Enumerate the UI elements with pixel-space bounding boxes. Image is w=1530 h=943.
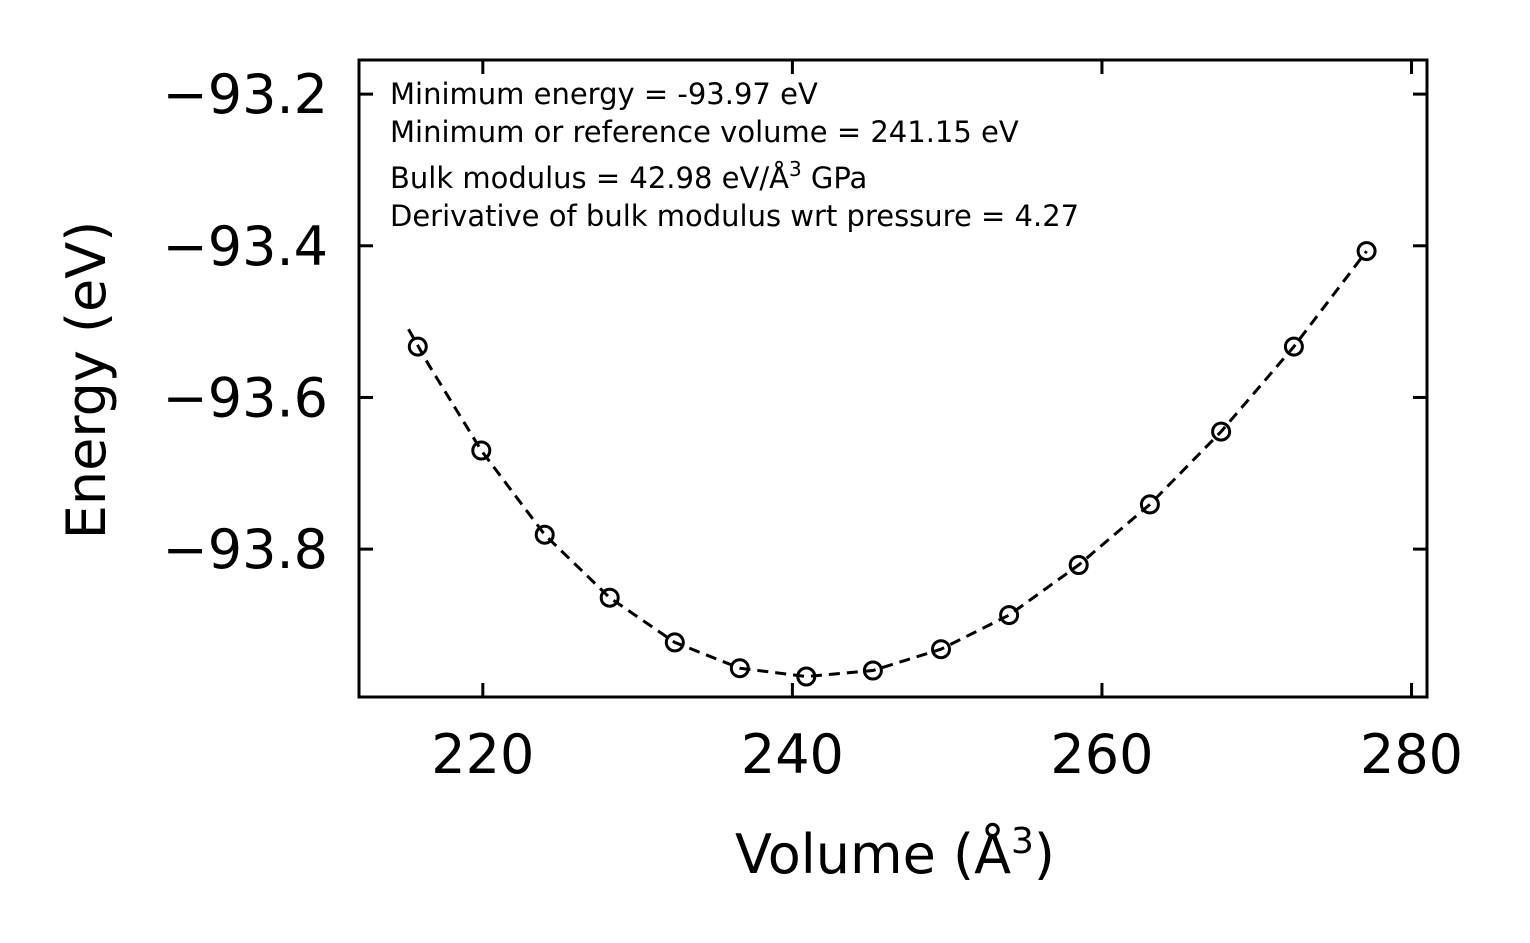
x-tick-label: 280 xyxy=(1360,723,1463,786)
data-point xyxy=(599,587,620,608)
data-point xyxy=(1211,421,1232,442)
x-tick-label: 220 xyxy=(431,723,534,786)
x-axis-label-text: Volume (Å xyxy=(735,822,1011,886)
fit-line xyxy=(407,250,1368,679)
y-axis-label: Energy (eV) xyxy=(55,221,118,540)
y-tick-label: −93.6 xyxy=(163,366,328,429)
y-tick-label: −93.2 xyxy=(163,63,328,126)
data-point xyxy=(999,605,1020,626)
x-axis-label: Volume (Å3) xyxy=(735,821,1055,886)
y-tick-label: −93.4 xyxy=(163,215,328,278)
data-points-layer xyxy=(407,241,1377,687)
data-point xyxy=(729,658,750,679)
annotation-bulk-derivative: Derivative of bulk modulus wrt pressure … xyxy=(390,199,1079,233)
annotation-bulk-modulus: Bulk modulus = 42.98 eV/Å3 GPa xyxy=(390,157,867,195)
fit-line-layer xyxy=(407,250,1368,679)
data-point xyxy=(407,336,428,357)
plot-frame xyxy=(357,58,1429,699)
x-axis-ticks: 220 240 260 280 xyxy=(431,60,1463,786)
y-axis-ticks: −93.2 −93.4 −93.6 −93.8 xyxy=(163,63,1427,581)
y-tick-label: −93.8 xyxy=(163,518,328,581)
data-point xyxy=(1356,241,1377,262)
bulk-modulus-superscript: 3 xyxy=(789,157,802,181)
annotation-min-energy: Minimum energy = -93.97 eV xyxy=(390,77,818,111)
bulk-modulus-text: Bulk modulus = 42.98 eV/Å xyxy=(390,161,789,195)
data-point xyxy=(931,639,951,660)
bulk-modulus-unit: GPa xyxy=(802,161,868,195)
x-tick-label: 260 xyxy=(1050,723,1153,786)
data-point xyxy=(1139,494,1160,515)
x-axis-label-superscript: 3 xyxy=(1011,821,1034,862)
x-axis-label-suffix: ) xyxy=(1034,823,1055,886)
data-point xyxy=(534,524,555,545)
data-point xyxy=(1283,336,1304,357)
x-tick-label: 240 xyxy=(741,723,844,786)
data-point xyxy=(862,660,883,681)
data-point xyxy=(664,632,685,653)
annotation-min-volume: Minimum or reference volume = 241.15 eV xyxy=(390,115,1019,149)
data-point xyxy=(1068,555,1089,575)
data-point xyxy=(471,440,492,461)
data-point xyxy=(796,666,817,687)
